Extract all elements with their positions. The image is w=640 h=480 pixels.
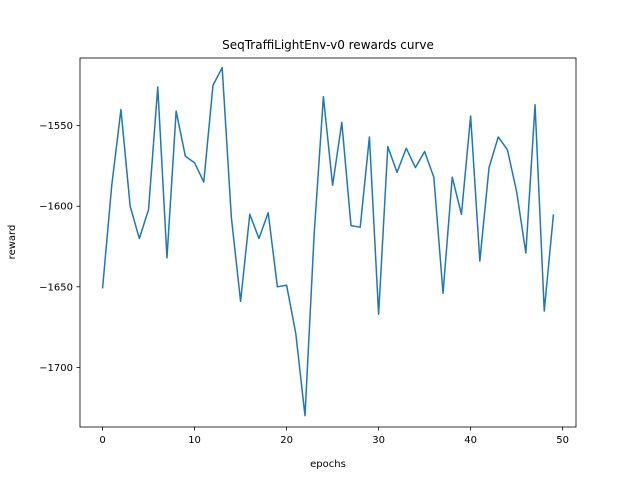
plot-area xyxy=(101,66,555,417)
x-tick-label: 40 xyxy=(464,435,477,446)
x-tick-label: 30 xyxy=(372,435,385,446)
y-tick-label: −1600 xyxy=(39,202,73,213)
x-tick-label: 10 xyxy=(188,435,201,446)
series-line-0 xyxy=(101,66,555,417)
y-axis: −1700 −1650 −1600 −1550 xyxy=(39,121,80,374)
x-tick-label: 20 xyxy=(280,435,293,446)
axes-frame xyxy=(79,57,577,428)
y-tick-label: −1550 xyxy=(39,121,73,132)
chart-title: SeqTraffiLightEnv-v0 rewards curve xyxy=(222,38,434,52)
x-axis-title: epochs xyxy=(310,459,346,470)
x-axis: 0 10 20 30 40 50 xyxy=(99,427,569,446)
y-tick-label: −1700 xyxy=(39,363,73,374)
x-tick-label: 50 xyxy=(556,435,569,446)
y-tick-label: −1650 xyxy=(39,282,73,293)
y-axis-title: reward xyxy=(7,225,18,260)
x-tick-label: 0 xyxy=(99,435,105,446)
